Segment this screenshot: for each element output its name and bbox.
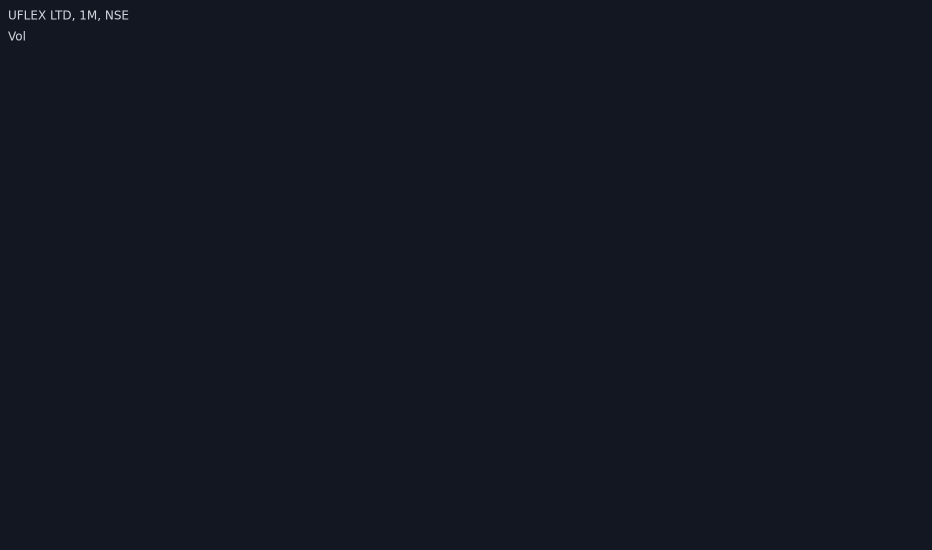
volume-label: Vol	[8, 30, 26, 44]
chart-title: UFLEX LTD, 1M, NSE	[8, 9, 129, 23]
